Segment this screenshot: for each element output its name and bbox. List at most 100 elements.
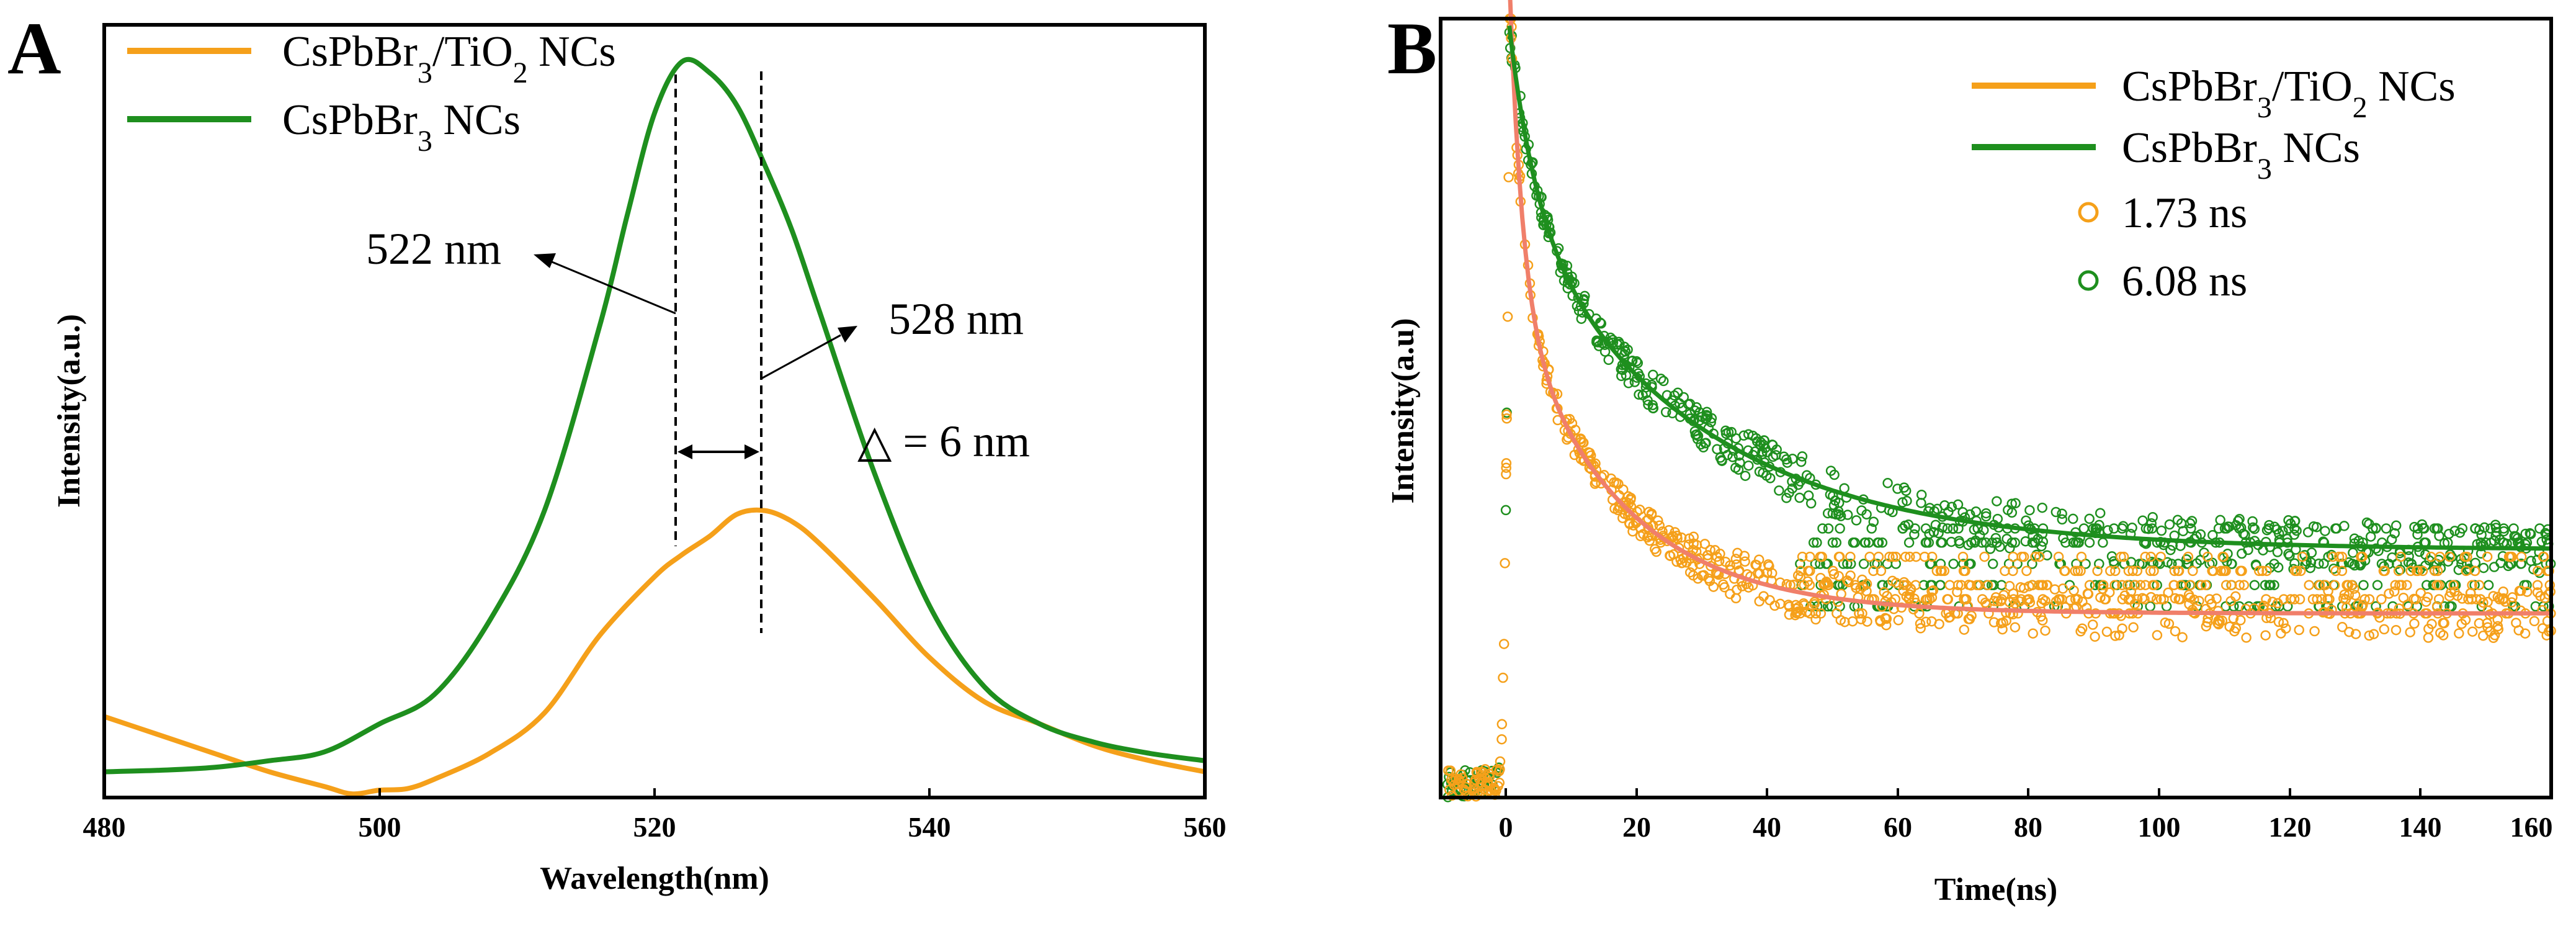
decay-point-tio2 [1570,425,1581,435]
decay-point-pristine [1782,457,1793,468]
decay-point-tio2 [2390,580,2401,590]
decay-point-pristine [2037,502,2047,513]
panel-a-xtick-480: 480 [83,811,126,843]
decay-point-tio2 [2338,593,2349,604]
decay-point-pristine [1603,354,1614,366]
decay-point-pristine [2186,523,2196,534]
decay-point-tio2 [2378,565,2389,577]
decay-point-pristine [1910,523,1920,534]
decay-point-tio2 [2206,598,2217,609]
decay-point-pristine [1751,436,1763,447]
decay-point-tio2 [1590,479,1601,489]
decay-point-tio2 [2037,594,2048,605]
decay-point-tio2 [2297,551,2308,562]
legend-a-tio2-label: CsPbBr3/TiO2 NCs [282,28,616,89]
decay-point-tio2 [2202,617,2213,628]
decay-point-tio2 [1990,592,2001,603]
decay-point-tio2 [1926,551,1938,562]
decay-point-pristine [1987,559,1998,569]
decay-point-tio2 [1805,551,1815,562]
decay-point-tio2 [1790,609,1800,621]
decay-point-pristine [2433,523,2443,534]
decay-point-pristine [2180,580,2191,590]
decay-point-tio2 [2482,551,2493,562]
decay-point-tio2 [1712,551,1722,562]
decay-point-tio2 [2402,600,2413,610]
decay-point-tio2 [2070,565,2081,577]
decay-point-pristine [1808,537,1819,548]
decay-point-pristine [1823,523,1834,534]
panel-b-xtick-80: 80 [2014,811,2042,843]
decay-point-tio2 [2389,586,2400,597]
decay-point-pristine [2490,519,2501,530]
decay-point-tio2 [2492,591,2503,603]
decay-point-pristine [2164,519,2175,530]
decay-point-tio2 [1952,580,1964,590]
decay-point-tio2 [2390,624,2402,636]
decay-point-tio2 [1613,479,1624,489]
decay-point-tio2 [2084,580,2095,590]
decay-point-tio2 [2482,622,2493,633]
decay-point-pristine [2305,557,2317,568]
decay-point-tio2 [1501,413,1512,424]
decay-point-pristine [2010,537,2021,548]
decay-point-pristine [1647,400,1658,410]
decay-point-tio2 [1868,565,1879,577]
decay-point-pristine [1660,407,1671,418]
decay-point-pristine [2152,580,2162,590]
decay-point-tio2 [1740,556,1750,567]
decay-point-pristine [2283,523,2294,534]
decay-point-tio2 [2435,551,2445,562]
decay-point-tio2 [1503,172,1514,182]
decay-point-tio2 [2433,580,2444,590]
decay-point-pristine [1761,470,1772,481]
decay-point-tio2 [1935,565,1946,577]
decay-point-pristine [1902,495,1912,506]
delta-double-arrow [678,444,759,459]
decay-point-tio2 [2469,565,2480,577]
decay-point-pristine [1797,451,1808,462]
decay-point-pristine [1882,478,1893,488]
decay-point-tio2 [1944,612,1956,623]
decay-point-tio2 [2281,623,2291,634]
decay-point-tio2 [2041,580,2052,590]
decay-point-tio2 [1730,593,1742,604]
decay-point-tio2 [2257,565,2268,577]
decay-point-pristine [2478,562,2489,573]
decay-point-tio2 [2101,626,2113,637]
decay-point-pristine [1720,428,1732,439]
decay-point-pristine [2509,531,2520,542]
decay-point-tio2 [2015,582,2026,593]
decay-point-tio2 [1498,672,1508,683]
decay-point-tio2 [2341,580,2352,590]
decay-point-pristine [1856,505,1867,516]
decay-point-tio2 [2261,594,2271,605]
decay-point-tio2 [2169,580,2180,590]
legend-b-marker-green [2078,270,2099,291]
decay-point-pristine [1632,357,1644,369]
decay-point-tio2 [1730,554,1742,564]
decay-point-tio2 [1873,551,1884,562]
decay-point-tio2 [1491,785,1501,796]
decay-point-tio2 [2478,631,2489,641]
decay-point-pristine [1842,510,1853,520]
decay-point-tio2 [1583,447,1594,457]
decay-point-tio2 [2405,627,2415,637]
decay-point-pristine [1631,356,1642,367]
decay-point-pristine [1698,442,1709,453]
decay-point-tio2 [2507,597,2517,608]
decay-point-pristine [1995,541,2005,552]
decay-point-tio2 [2410,594,2422,605]
decay-point-pristine [2449,526,2460,536]
decay-point-tio2 [1910,580,1921,590]
decay-point-pristine [2094,559,2104,569]
decay-point-pristine [1815,559,1825,569]
decay-point-tio2 [1959,624,1970,635]
decay-point-pristine [1827,537,1838,548]
decay-point-pristine [1969,524,1980,535]
panel-b-x-axis-title: Time(ns) [1934,872,2057,907]
decay-point-tio2 [2457,593,2467,604]
peak-522-label: 522 nm [366,224,501,274]
decay-point-tio2 [1926,586,1937,597]
decay-point-tio2 [2533,565,2543,577]
